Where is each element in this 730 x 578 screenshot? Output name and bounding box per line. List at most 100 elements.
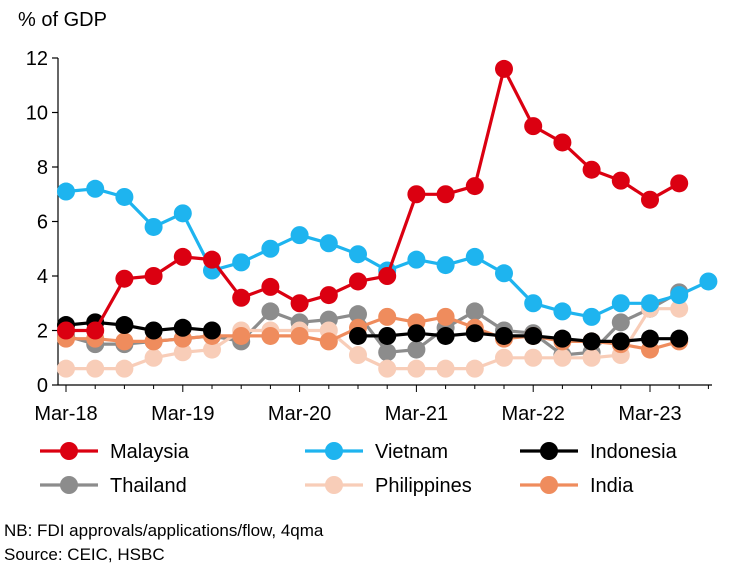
data-point bbox=[436, 185, 455, 204]
data-point bbox=[144, 348, 163, 367]
x-tick-label: Mar-20 bbox=[268, 403, 331, 425]
data-point bbox=[290, 294, 309, 313]
data-point bbox=[553, 302, 572, 321]
data-point bbox=[641, 294, 659, 313]
data-point bbox=[86, 321, 105, 340]
data-point bbox=[495, 59, 513, 78]
data-point bbox=[378, 307, 397, 326]
data-point bbox=[232, 253, 251, 272]
data-point bbox=[670, 299, 689, 318]
data-point bbox=[553, 329, 572, 348]
x-tick-label: Mar-18 bbox=[34, 403, 97, 425]
data-point bbox=[261, 277, 280, 296]
data-point bbox=[699, 272, 718, 291]
data-point bbox=[203, 340, 221, 359]
data-point bbox=[319, 332, 338, 351]
data-point bbox=[611, 313, 630, 332]
data-point bbox=[319, 234, 338, 253]
data-point bbox=[465, 324, 484, 343]
data-point bbox=[144, 217, 163, 236]
data-point bbox=[553, 133, 572, 152]
data-point bbox=[115, 332, 134, 351]
data-point bbox=[349, 326, 367, 345]
data-point bbox=[173, 318, 192, 337]
data-point bbox=[203, 250, 221, 269]
legend-label: Thailand bbox=[110, 475, 187, 497]
legend-item-vietnam: Vietnam bbox=[305, 441, 448, 463]
data-point bbox=[115, 269, 134, 288]
y-tick-label: 12 bbox=[26, 48, 48, 70]
data-point bbox=[524, 117, 543, 136]
y-axis-label: % of GDP bbox=[18, 9, 107, 31]
x-tick-label: Mar-21 bbox=[385, 403, 448, 425]
data-point bbox=[670, 286, 689, 305]
legend-item-malaysia: Malaysia bbox=[40, 441, 190, 463]
data-point bbox=[611, 332, 630, 351]
data-point bbox=[290, 226, 309, 245]
data-point bbox=[378, 326, 397, 345]
data-point bbox=[582, 160, 601, 179]
data-point bbox=[582, 332, 601, 351]
series-malaysia bbox=[57, 59, 689, 340]
y-tick-label: 6 bbox=[37, 212, 48, 234]
y-tick-label: 0 bbox=[37, 375, 48, 397]
data-point bbox=[173, 343, 192, 362]
series-line-philippines bbox=[64, 307, 681, 371]
data-point bbox=[670, 174, 689, 193]
data-point bbox=[261, 326, 280, 345]
data-point bbox=[524, 294, 543, 313]
y-tick-label: 8 bbox=[37, 157, 48, 179]
series-layer bbox=[57, 59, 718, 378]
data-point bbox=[582, 307, 601, 326]
legend-marker bbox=[325, 476, 343, 494]
legend-marker bbox=[540, 442, 558, 460]
data-point bbox=[319, 286, 338, 305]
legend-label: Indonesia bbox=[590, 441, 678, 463]
x-tick-label: Mar-22 bbox=[502, 403, 565, 425]
data-point bbox=[641, 329, 659, 348]
data-point bbox=[232, 288, 251, 307]
legend: Malaysia Vietnam Indonesia Thailand Philippi… bbox=[40, 441, 678, 497]
data-point bbox=[261, 302, 280, 321]
data-point bbox=[670, 329, 689, 348]
legend-marker bbox=[325, 442, 343, 460]
legend-marker bbox=[60, 476, 78, 494]
data-point bbox=[349, 305, 367, 324]
data-point bbox=[524, 348, 543, 367]
y-tick-label: 10 bbox=[26, 103, 48, 125]
data-point bbox=[349, 346, 367, 365]
data-point bbox=[436, 256, 455, 275]
data-point bbox=[378, 267, 397, 285]
series-vietnam bbox=[57, 179, 718, 326]
data-point bbox=[57, 359, 75, 378]
data-point bbox=[436, 359, 455, 378]
data-point bbox=[436, 326, 455, 345]
data-point bbox=[86, 179, 105, 198]
data-point bbox=[611, 171, 630, 190]
data-point bbox=[465, 359, 484, 378]
data-point bbox=[407, 250, 426, 269]
data-point bbox=[465, 302, 484, 321]
data-point bbox=[115, 187, 134, 206]
data-point bbox=[436, 307, 455, 326]
footnote-nb: NB: FDI approvals/applications/flow, 4qm… bbox=[4, 521, 324, 540]
y-tick-label: 2 bbox=[37, 321, 48, 343]
legend-item-indonesia: Indonesia bbox=[520, 441, 678, 463]
data-point bbox=[173, 247, 192, 266]
x-tick-label: Mar-23 bbox=[618, 403, 681, 425]
data-point bbox=[57, 182, 75, 201]
data-point bbox=[495, 348, 513, 367]
data-point bbox=[582, 348, 601, 367]
data-point bbox=[86, 359, 105, 378]
data-point bbox=[378, 359, 397, 378]
data-point bbox=[495, 326, 513, 345]
data-point bbox=[144, 267, 163, 285]
data-point bbox=[349, 245, 367, 264]
fdi-line-chart: % of GDP 0 2 4 6 8 10 12 Mar-18 Mar-19 Mar-20 Mar-… bbox=[18, 9, 718, 497]
data-point bbox=[290, 326, 309, 345]
data-point bbox=[349, 272, 367, 291]
data-point bbox=[261, 239, 280, 258]
series-line-malaysia bbox=[64, 67, 681, 333]
legend-marker bbox=[60, 442, 78, 460]
data-point bbox=[407, 185, 426, 204]
